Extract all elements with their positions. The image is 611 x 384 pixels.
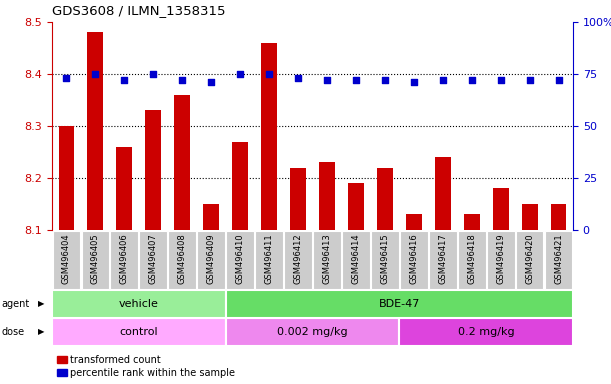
Point [467,77,477,83]
Text: 0.002 mg/kg: 0.002 mg/kg [277,327,348,337]
Bar [169,231,196,289]
Text: GDS3608 / ILMN_1358315: GDS3608 / ILMN_1358315 [52,4,225,17]
Text: GSM496406: GSM496406 [120,233,129,284]
Bar [59,126,75,230]
Text: BDE-47: BDE-47 [379,299,420,309]
Point [322,77,332,83]
Bar [52,290,225,318]
Text: vehicle: vehicle [119,299,159,309]
Text: GSM496409: GSM496409 [207,233,216,284]
Bar [458,231,486,289]
Bar [522,204,538,230]
Bar [226,231,254,289]
Bar [348,183,364,230]
Bar [284,231,312,289]
Text: ▶: ▶ [38,300,45,308]
Text: GSM496412: GSM496412 [293,233,302,284]
Bar [81,231,109,289]
Point [380,77,390,83]
Bar [319,162,335,230]
Bar [464,214,480,230]
Point [120,77,130,83]
Text: GSM496414: GSM496414 [351,233,360,284]
Text: 0.2 mg/kg: 0.2 mg/kg [458,327,514,337]
Point [148,71,158,77]
Bar [406,214,422,230]
Point [438,77,448,83]
Text: ▶: ▶ [38,328,45,336]
Bar [492,189,508,230]
Text: GSM496417: GSM496417 [438,233,447,284]
Bar [87,32,103,230]
Text: GSM496405: GSM496405 [91,233,100,284]
Text: GSM496415: GSM496415 [381,233,389,284]
Point [351,77,361,83]
Point [207,79,216,85]
Bar [342,231,370,289]
Bar [225,290,573,318]
Bar [139,231,167,289]
Text: GSM496407: GSM496407 [149,233,158,284]
Bar [53,231,81,289]
Text: GSM496408: GSM496408 [178,233,187,284]
Bar [52,318,225,346]
Bar [255,231,283,289]
Text: GSM496419: GSM496419 [496,233,505,284]
Bar [400,231,428,289]
Point [409,79,419,85]
Bar [111,231,138,289]
Bar [487,231,514,289]
Bar [145,110,161,230]
Bar [197,231,225,289]
Point [496,77,505,83]
Bar [377,167,393,230]
Bar [225,318,400,346]
Text: GSM496404: GSM496404 [62,233,71,284]
Bar [290,167,306,230]
Point [554,77,563,83]
Bar [203,204,219,230]
Bar [435,157,451,230]
Bar [371,231,399,289]
Bar [400,318,573,346]
Bar [174,95,190,230]
Text: GSM496418: GSM496418 [467,233,476,284]
Bar [516,231,543,289]
Point [62,75,71,81]
Bar [544,231,573,289]
Bar [429,231,456,289]
Bar [261,43,277,230]
Text: control: control [120,327,158,337]
Text: agent: agent [1,299,29,309]
Point [293,75,303,81]
Bar [117,147,133,230]
Point [235,71,245,77]
Point [177,77,187,83]
Text: GSM496416: GSM496416 [409,233,419,284]
Text: GSM496413: GSM496413 [323,233,332,284]
Point [264,71,274,77]
Point [525,77,535,83]
Bar [551,204,566,230]
Text: GSM496420: GSM496420 [525,233,534,284]
Point [90,71,100,77]
Text: GSM496411: GSM496411 [265,233,274,284]
Text: dose: dose [1,327,24,337]
Bar [232,142,248,230]
Legend: transformed count, percentile rank within the sample: transformed count, percentile rank withi… [57,355,235,377]
Text: GSM496421: GSM496421 [554,233,563,284]
Bar [313,231,341,289]
Text: GSM496410: GSM496410 [236,233,244,284]
